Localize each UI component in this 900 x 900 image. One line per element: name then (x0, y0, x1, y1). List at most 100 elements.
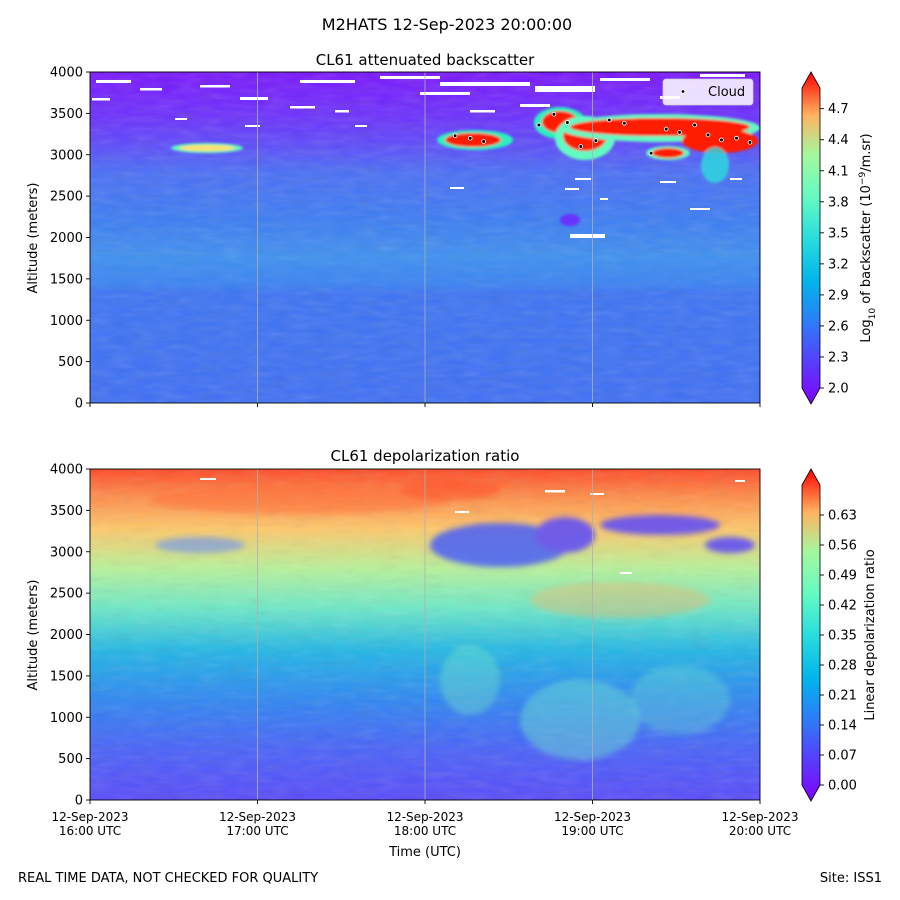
colorbar-tick-label: 0.42 (828, 599, 857, 614)
backscatter-title: CL61 attenuated backscatter (316, 51, 535, 69)
y-tick-label: 2000 (50, 628, 83, 643)
x-tick-time: 18:00 UTC (394, 824, 456, 838)
colorbar-tick-label: 0.21 (828, 689, 857, 704)
backscatter-colorbar-bar (801, 71, 821, 405)
y-tick-label: 0 (75, 794, 83, 809)
colorbar-tick-label: 0.49 (828, 569, 857, 584)
y-tick-label: 3500 (50, 504, 83, 519)
backscatter-colorbar-label: Log10 of backscatter (10−9/m.sr) (858, 133, 878, 342)
y-tick-label: 1500 (50, 272, 83, 287)
x-tick-time: 19:00 UTC (561, 824, 623, 838)
cloud-point (622, 121, 627, 126)
backscatter-heatmap (90, 72, 760, 403)
x-tick-time: 20:00 UTC (729, 824, 791, 838)
y-tick-label: 500 (58, 752, 83, 767)
backscatter-nodata (92, 74, 745, 238)
colorbar-tick-label: 2.6 (828, 319, 849, 334)
depolarization-heatmap (90, 469, 760, 800)
depolarization-colorbar-label: Linear depolarization ratio (863, 549, 878, 720)
depolarization-nodata (200, 478, 745, 574)
colorbar-tick-label: 3.2 (828, 257, 849, 272)
cloud-points (452, 111, 753, 156)
colorbar-tick-label: 0.63 (828, 509, 857, 524)
cloud-point (677, 130, 682, 135)
backscatter-time-gridlines (257, 72, 593, 403)
backscatter-panel: CL61 attenuated backscatter (26, 51, 878, 412)
cloud-point (536, 122, 542, 128)
footer-quality-note: REAL TIME DATA, NOT CHECKED FOR QUALITY (18, 871, 318, 886)
cloud-point (593, 138, 599, 143)
cloud-point (606, 117, 612, 123)
y-tick-label: 3500 (50, 107, 83, 122)
colorbar-tick-label: 0.14 (828, 719, 857, 734)
colorbar-tick-label: 3.8 (828, 195, 849, 210)
y-tick-label: 2500 (50, 587, 83, 602)
colorbar-tick-label: 0.07 (828, 749, 857, 764)
cloud-point (692, 122, 697, 128)
colorbar-tick-label: 0.56 (828, 539, 857, 554)
y-tick-label: 2000 (50, 231, 83, 246)
cb-label-mid: of backscatter (10 (859, 185, 874, 308)
x-tick-date: 12-Sep-2023 (51, 810, 128, 824)
y-tick-label: 0 (75, 397, 83, 412)
x-tick-date: 12-Sep-2023 (721, 810, 798, 824)
x-tick-date: 12-Sep-2023 (554, 810, 631, 824)
colorbar-tick-label: 2.0 (828, 382, 849, 397)
cloud-point (578, 144, 584, 149)
backscatter-colorbar-ticks: 2.0 2.3 2.6 2.9 3.2 3.5 3.8 4.1 4.4 4.7 (820, 102, 849, 397)
depolarization-panel: CL61 depolarization ratio (26, 447, 878, 860)
backscatter-xticks (89, 403, 761, 407)
x-tick-date: 12-Sep-2023 (386, 810, 463, 824)
cloud-legend: Cloud (662, 78, 754, 106)
colorbar-tick-label: 0.00 (828, 779, 857, 794)
cloud-point (467, 135, 473, 141)
colorbar-tick-label: 3.5 (828, 226, 849, 241)
y-tick-label: 4000 (50, 463, 83, 478)
y-tick-label: 4000 (50, 66, 83, 81)
cloud-point (551, 111, 557, 117)
depolarization-colorbar-ticks: 0.00 0.07 0.14 0.21 0.28 0.35 0.42 0.49 0.56 0.63 (820, 509, 857, 794)
depolarization-time-gridlines (257, 469, 593, 800)
backscatter-yticks: 0 500 1000 1500 2000 2500 3000 3500 4000 (50, 66, 90, 412)
x-axis-label: Time (UTC) (388, 845, 461, 860)
y-tick-label: 3000 (50, 148, 83, 163)
cb-label-sup: −9 (858, 172, 868, 186)
cloud-point (734, 135, 739, 141)
legend-label: Cloud (708, 85, 745, 100)
depolarization-colorbar: 0.00 0.07 0.14 0.21 0.28 0.35 0.42 0.49 0.56 0.63… (801, 468, 878, 802)
colorbar-tick-label: 4.1 (828, 164, 849, 179)
figure-suptitle: M2HATS 12-Sep-2023 20:00:00 (322, 15, 572, 34)
colorbar-tick-label: 2.3 (828, 350, 849, 365)
colorbar-tick-label: 2.9 (828, 288, 849, 303)
x-tick-date: 12-Sep-2023 (219, 810, 296, 824)
legend-box (662, 78, 754, 106)
depolarization-colorbar-bar (801, 468, 821, 802)
y-tick-label: 3000 (50, 545, 83, 560)
colorbar-tick-label: 4.4 (828, 133, 849, 148)
cb-label-suffix: /m.sr) (859, 133, 874, 171)
colorbar-tick-label: 0.28 (828, 659, 857, 674)
depolarization-ylabel: Altitude (meters) (26, 580, 41, 691)
cloud-point (481, 139, 486, 144)
y-tick-label: 1000 (50, 711, 83, 726)
cloud-point (719, 137, 724, 143)
cloud-point (648, 150, 654, 156)
cloud-point (663, 126, 669, 132)
y-tick-label: 1500 (50, 669, 83, 684)
cloud-point (452, 133, 458, 139)
backscatter-ylabel: Altitude (meters) (26, 183, 41, 294)
legend-cloud-marker (680, 89, 686, 94)
x-tick-time: 16:00 UTC (59, 824, 121, 838)
y-tick-label: 500 (58, 355, 83, 370)
footer-site: Site: ISS1 (820, 871, 882, 886)
y-tick-label: 1000 (50, 314, 83, 329)
cloud-point (705, 132, 711, 138)
cb-label-prefix: Log (859, 319, 874, 342)
cb-label-sub: 10 (868, 308, 878, 320)
x-tick-time: 17:00 UTC (226, 824, 288, 838)
depolarization-yticks: 0 500 1000 1500 2000 2500 3000 3500 4000 (50, 463, 90, 809)
cloud-point (747, 140, 753, 145)
cloud-point (565, 120, 570, 125)
